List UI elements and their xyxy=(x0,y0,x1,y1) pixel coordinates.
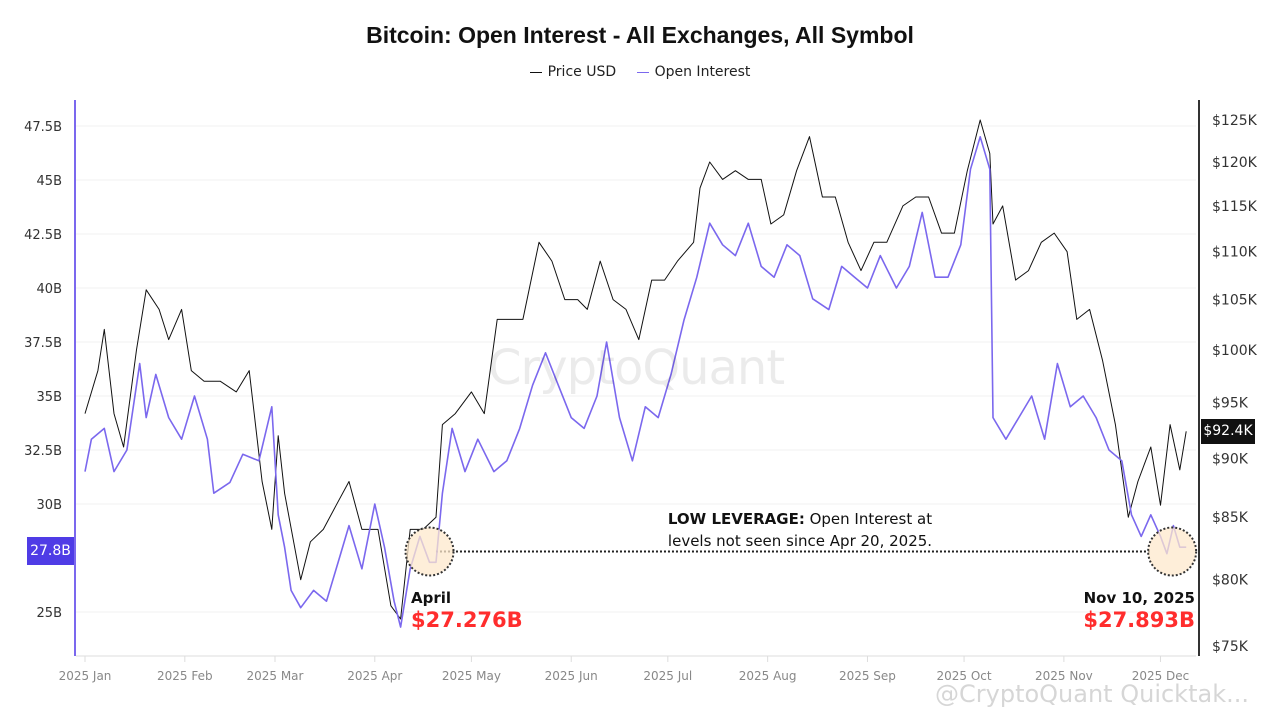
x-tick-label: 2025 Dec xyxy=(1132,669,1190,683)
april-value: $27.276B xyxy=(411,608,523,632)
x-tick-label: 2025 Oct xyxy=(937,669,992,683)
price-line xyxy=(84,119,1187,620)
x-tick-label: 2025 Jun xyxy=(545,669,598,683)
x-tick-label: 2025 Aug xyxy=(739,669,797,683)
y-left-tick-label: 45B xyxy=(37,174,62,189)
x-tick-label: 2025 Jan xyxy=(59,669,112,683)
x-tick-label: 2025 Sep xyxy=(839,669,896,683)
y-left-tick-label: 32.5B xyxy=(24,444,62,459)
legend-item-price[interactable]: Price USD xyxy=(529,64,617,80)
legend-item-open-interest[interactable]: Open Interest xyxy=(636,64,751,80)
y-right-tick-label: $115K xyxy=(1212,199,1258,215)
y-right-tick-label: $80K xyxy=(1212,573,1249,589)
y-left-tick-label: 25B xyxy=(37,606,62,621)
x-tick-label: 2025 Jul xyxy=(643,669,692,683)
y-right-tick-label: $100K xyxy=(1212,343,1258,359)
left-current-badge: 27.8B xyxy=(27,537,74,565)
x-tick-label: 2025 Mar xyxy=(246,669,303,683)
nov-value: $27.893B xyxy=(1083,608,1195,632)
y-left-tick-label: 40B xyxy=(37,282,62,297)
y-right-tick-label: $90K xyxy=(1212,451,1249,467)
x-tick-label: 2025 Apr xyxy=(347,669,402,683)
x-tick-label: 2025 May xyxy=(442,669,501,683)
chart-title: Bitcoin: Open Interest - All Exchanges, … xyxy=(366,22,914,48)
legend: Price USD Open Interest xyxy=(0,64,1280,80)
nov-marker-circle xyxy=(1147,526,1198,577)
right-current-badge: $92.4K xyxy=(1201,419,1255,444)
watermark: CryptoQuant xyxy=(488,340,785,396)
y-left-tick-label: 30B xyxy=(37,498,62,513)
x-tick-label: 2025 Nov xyxy=(1035,669,1093,683)
nov-label: Nov 10, 2025 xyxy=(1083,589,1195,607)
y-left-tick-label: 35B xyxy=(37,390,62,405)
y-left-tick-label: 37.5B xyxy=(24,336,62,351)
y-right-tick-label: $125K xyxy=(1212,113,1258,129)
y-right-tick-label: $120K xyxy=(1212,155,1258,171)
y-right-tick-label: $85K xyxy=(1212,510,1249,526)
footer-watermark: @CryptoQuant Quicktak... xyxy=(935,680,1249,708)
x-tick-label: 2025 Feb xyxy=(157,669,213,683)
april-label: April xyxy=(411,589,452,607)
y-right-tick-label: $75K xyxy=(1212,639,1249,655)
y-left-tick-label: 47.5B xyxy=(24,120,62,135)
y-right-tick-label: $105K xyxy=(1212,293,1258,309)
y-left-tick-label: 42.5B xyxy=(24,228,62,243)
legend-label: Price USD xyxy=(547,64,617,80)
open-interest-line xyxy=(84,136,1187,628)
annotation-headline: LOW LEVERAGE: Open Interest at levels no… xyxy=(667,510,933,550)
april-marker-circle xyxy=(404,526,455,577)
legend-label: Open Interest xyxy=(654,64,751,80)
y-right-tick-label: $95K xyxy=(1212,396,1249,412)
y-right-tick-label: $110K xyxy=(1212,245,1258,261)
